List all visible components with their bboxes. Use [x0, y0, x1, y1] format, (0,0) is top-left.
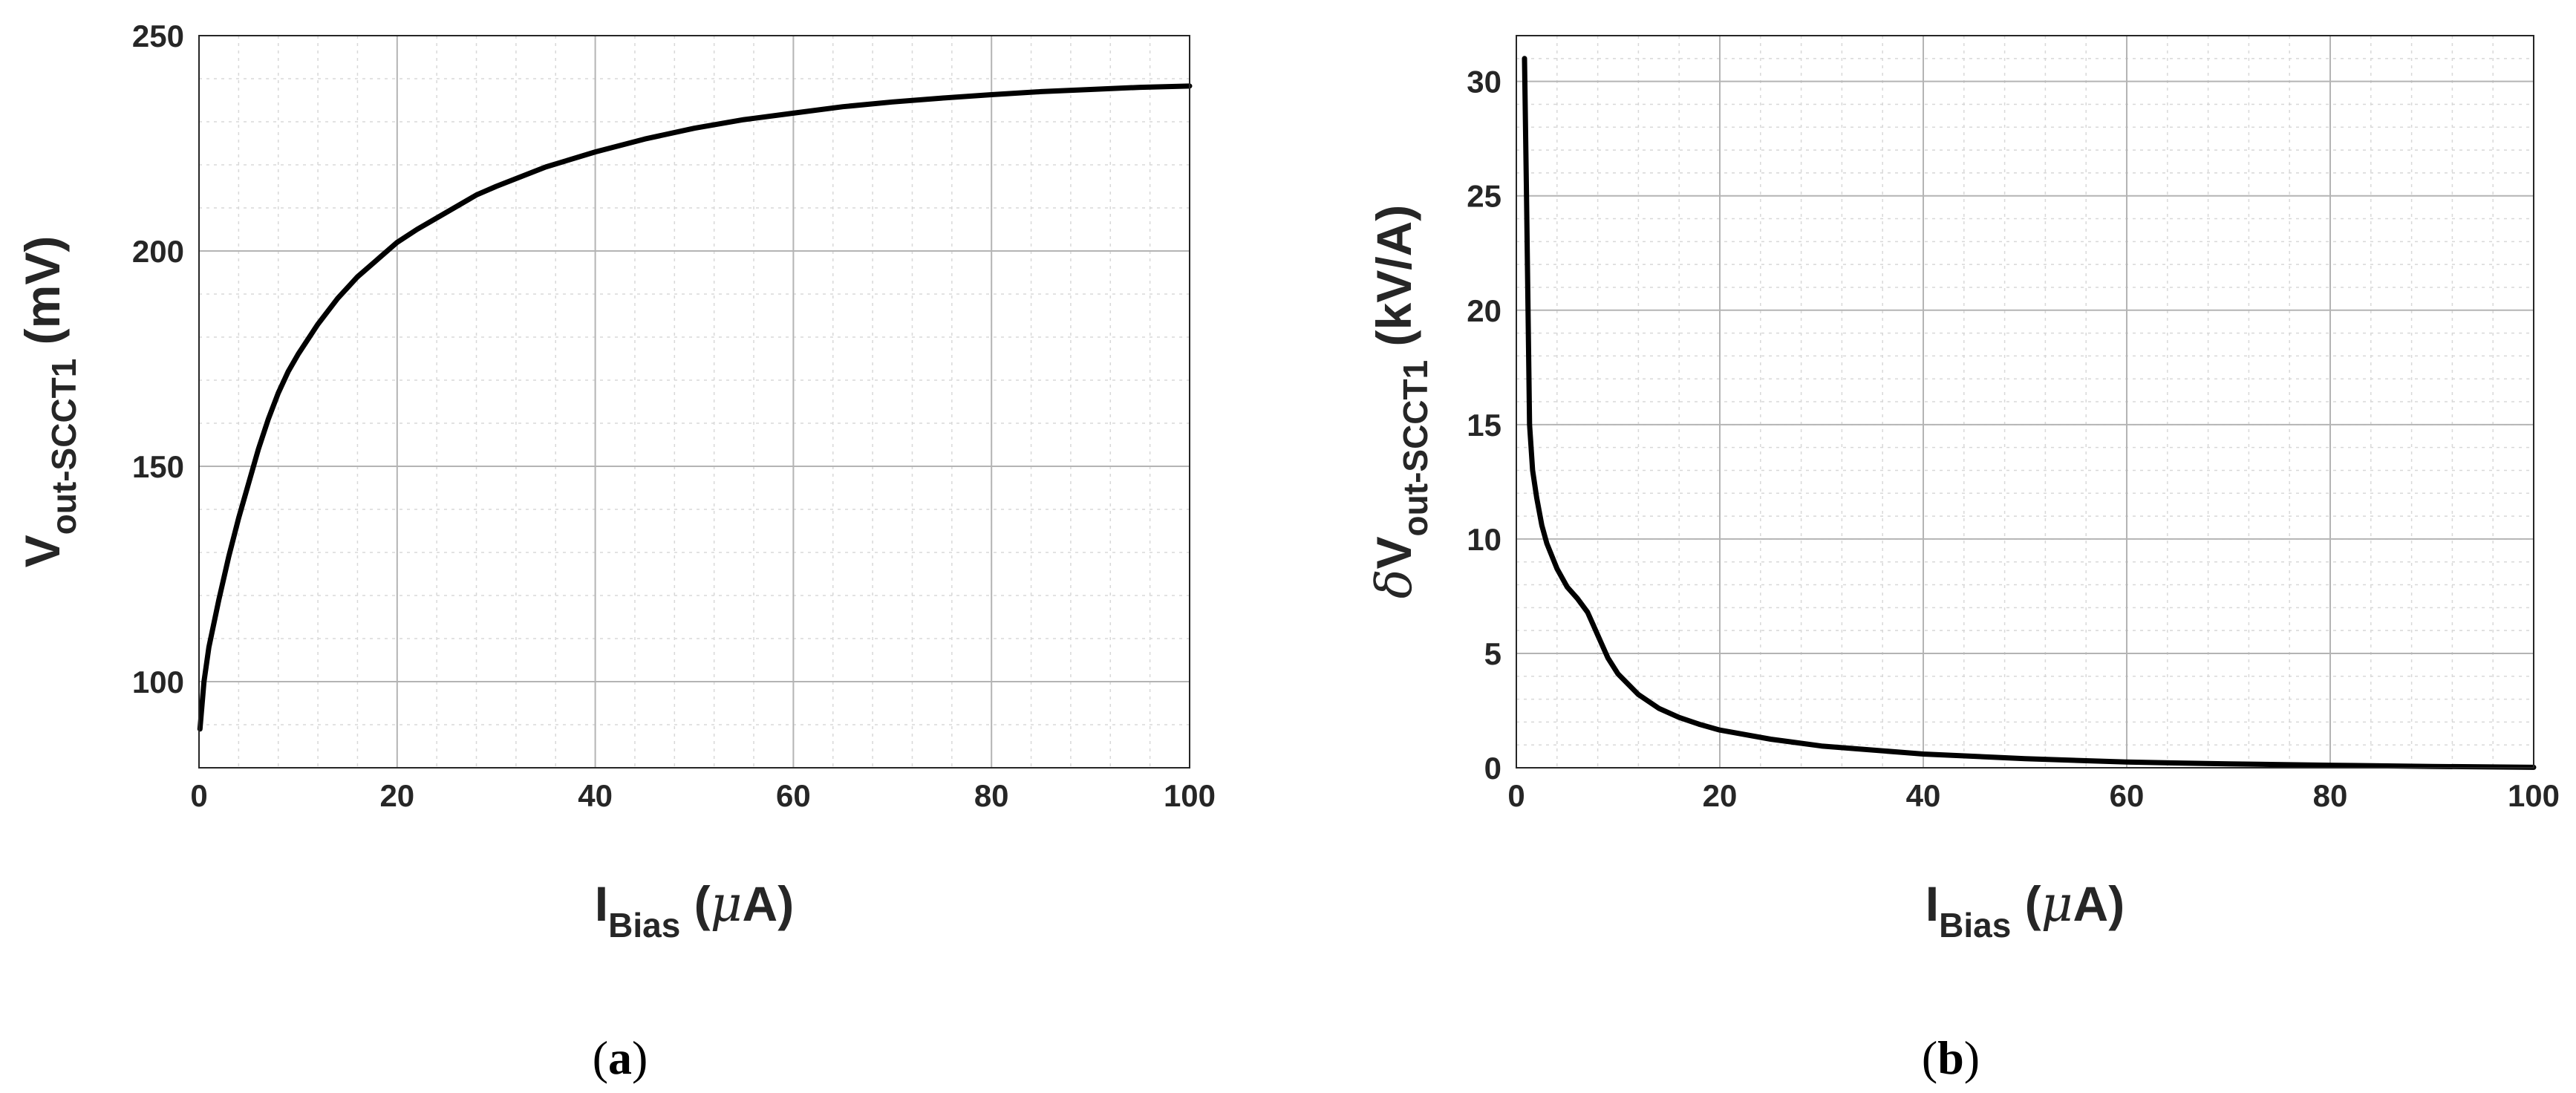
axes-box-b	[1516, 35, 2534, 769]
data-line-a	[197, 83, 1193, 732]
x-tick-label: 20	[379, 778, 414, 813]
x-axis-label-b: IBias (μA)	[1926, 875, 2125, 944]
plot-area-b	[1516, 36, 2534, 768]
y-tick-label: 10	[1467, 522, 1501, 557]
x-tick-label: 80	[974, 778, 1009, 813]
y-tick-label: 200	[132, 234, 184, 269]
panel-label-a: (a)	[593, 1031, 648, 1084]
x-tick-label: 100	[2508, 778, 2560, 813]
y-tick-label: 30	[1467, 65, 1501, 99]
x-tick-label: 100	[1164, 778, 1216, 813]
y-axis-label-b: δVout-SCCT1 (kV/A)	[1366, 205, 1435, 598]
y-tick-label: 250	[132, 19, 184, 53]
y-tick-label: 20	[1467, 293, 1501, 328]
x-tick-label: 80	[2313, 778, 2348, 813]
x-axis-label-a: IBias (μA)	[595, 875, 794, 944]
x-tick-label: 20	[1703, 778, 1738, 813]
y-tick-label: 25	[1467, 179, 1501, 214]
x-tick-labels-a: 0 20 40 60 80 100	[190, 778, 1216, 813]
x-tick-labels-b: 0 20 40 60 80 100	[1507, 778, 2560, 813]
x-tick-label: 0	[190, 778, 207, 813]
x-tick-label: 40	[1906, 778, 1941, 813]
panel-label-b: (b)	[1922, 1031, 1980, 1084]
data-line-b	[1522, 56, 2537, 770]
y-tick-label: 5	[1484, 636, 1501, 671]
y-tick-label: 15	[1467, 408, 1501, 443]
chart-a: 0 20 40 60 80 100 100 150 200 250 IBias (μA) Vou…	[15, 19, 1216, 1084]
x-tick-label: 60	[776, 778, 811, 813]
x-tick-label: 0	[1507, 778, 1525, 813]
y-tick-label: 0	[1484, 751, 1501, 786]
plot-area-a	[199, 36, 1190, 768]
y-tick-labels-a: 100 150 200 250	[132, 19, 184, 699]
axes-box-a	[198, 35, 1190, 769]
y-axis-label-a: Vout-SCCT1 (mV)	[15, 236, 83, 568]
y-tick-label: 100	[132, 665, 184, 699]
x-tick-label: 40	[578, 778, 613, 813]
y-tick-labels-b: 0 5 10 15 20 25 30	[1467, 65, 1501, 786]
y-tick-label: 150	[132, 449, 184, 484]
x-tick-label: 60	[2110, 778, 2145, 813]
chart-b: 0 20 40 60 80 100 0 5 10 15 20 25 30 IBias (μA) δVo…	[1366, 35, 2560, 1084]
